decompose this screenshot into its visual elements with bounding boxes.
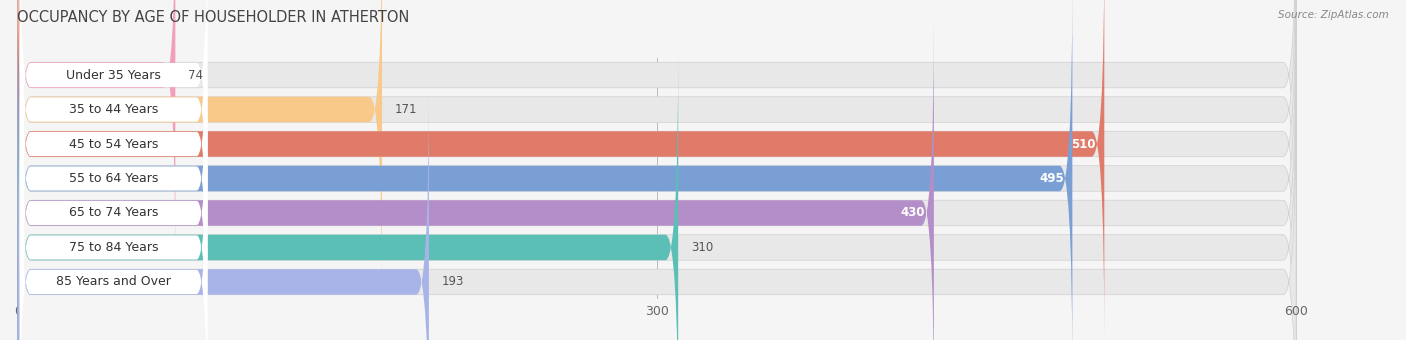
FancyBboxPatch shape [18, 88, 429, 340]
FancyBboxPatch shape [20, 87, 207, 340]
FancyBboxPatch shape [18, 19, 934, 340]
FancyBboxPatch shape [18, 0, 1296, 269]
FancyBboxPatch shape [20, 18, 207, 339]
FancyBboxPatch shape [18, 0, 176, 269]
FancyBboxPatch shape [18, 19, 1296, 340]
FancyBboxPatch shape [20, 53, 207, 340]
Text: 193: 193 [441, 275, 464, 288]
FancyBboxPatch shape [20, 122, 207, 340]
Text: 65 to 74 Years: 65 to 74 Years [69, 206, 159, 220]
Text: Source: ZipAtlas.com: Source: ZipAtlas.com [1278, 10, 1389, 20]
FancyBboxPatch shape [20, 0, 207, 304]
FancyBboxPatch shape [18, 0, 1296, 304]
Text: 55 to 64 Years: 55 to 64 Years [69, 172, 159, 185]
Text: 171: 171 [395, 103, 418, 116]
Text: 510: 510 [1071, 137, 1095, 151]
FancyBboxPatch shape [18, 88, 1296, 340]
Text: 74: 74 [188, 69, 202, 82]
FancyBboxPatch shape [18, 0, 1296, 338]
FancyBboxPatch shape [18, 0, 1296, 340]
Text: Under 35 Years: Under 35 Years [66, 69, 162, 82]
Text: 310: 310 [690, 241, 713, 254]
Text: 75 to 84 Years: 75 to 84 Years [69, 241, 159, 254]
FancyBboxPatch shape [20, 0, 207, 270]
FancyBboxPatch shape [18, 53, 678, 340]
Text: 430: 430 [901, 206, 925, 220]
FancyBboxPatch shape [20, 0, 207, 235]
FancyBboxPatch shape [18, 0, 382, 304]
FancyBboxPatch shape [18, 0, 1073, 340]
Text: 35 to 44 Years: 35 to 44 Years [69, 103, 159, 116]
Text: 85 Years and Over: 85 Years and Over [56, 275, 172, 288]
FancyBboxPatch shape [18, 53, 1296, 340]
Text: OCCUPANCY BY AGE OF HOUSEHOLDER IN ATHERTON: OCCUPANCY BY AGE OF HOUSEHOLDER IN ATHER… [17, 10, 409, 25]
Text: 45 to 54 Years: 45 to 54 Years [69, 137, 159, 151]
FancyBboxPatch shape [18, 0, 1104, 338]
Text: 495: 495 [1039, 172, 1064, 185]
